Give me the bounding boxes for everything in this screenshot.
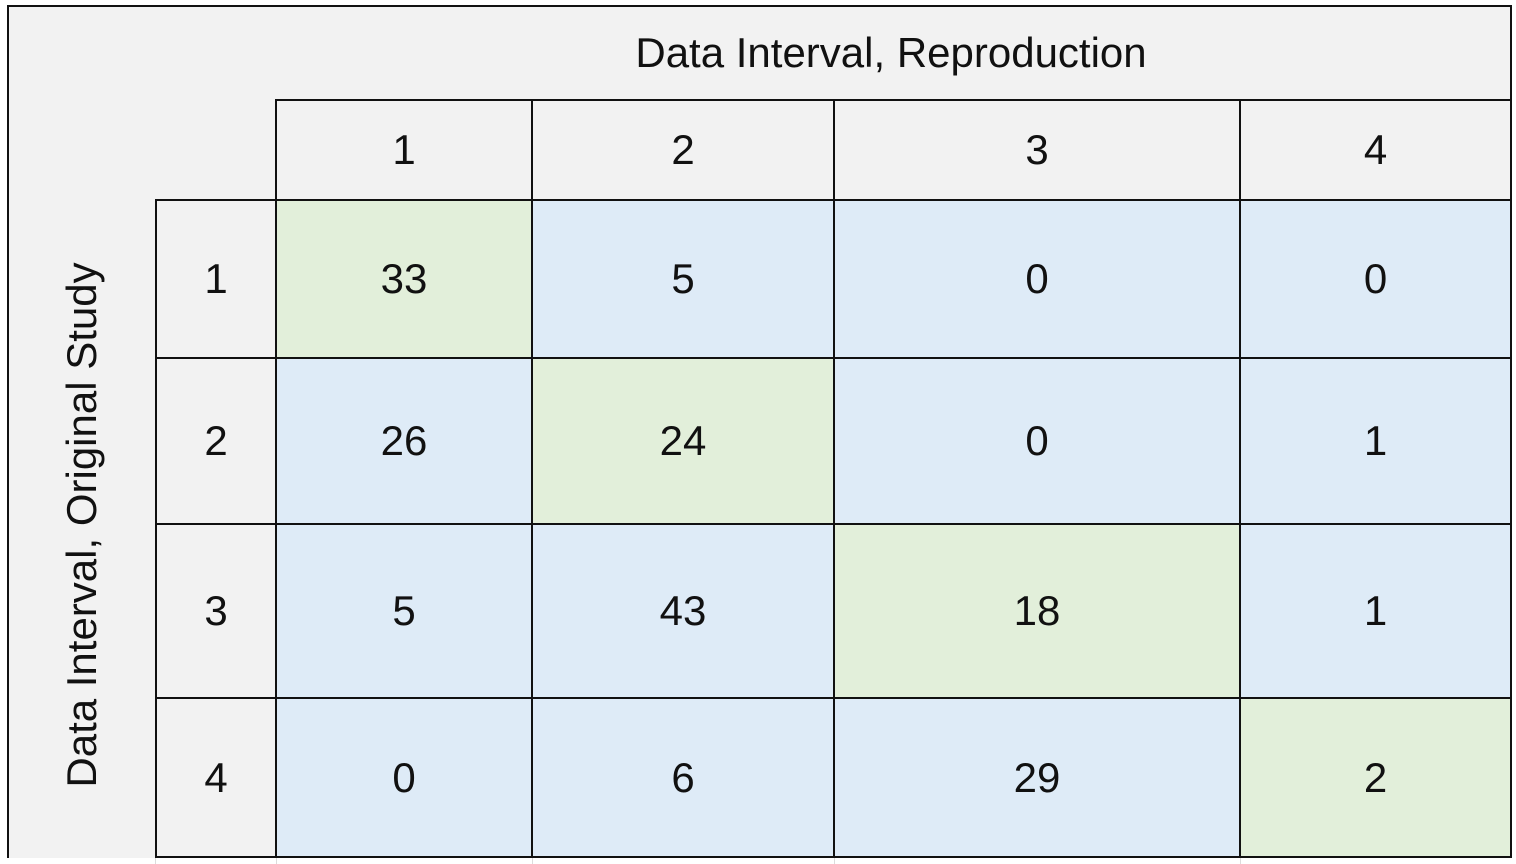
matrix-cell: 2 <box>1241 699 1512 858</box>
sheet-gridline <box>155 858 156 864</box>
sheet-gridline <box>532 858 533 864</box>
column-header: 2 <box>533 101 835 201</box>
sheet-gridline <box>834 858 835 864</box>
matrix-cell: 0 <box>1241 201 1512 359</box>
header-left-border <box>275 99 277 201</box>
matrix-cell: 24 <box>533 359 835 525</box>
row-header: 2 <box>157 359 277 525</box>
sheet-gridline <box>1240 858 1241 864</box>
matrix-cell: 0 <box>835 359 1241 525</box>
row-header-left-border <box>155 199 157 858</box>
matrix-cell: 1 <box>1241 525 1512 699</box>
row-header: 3 <box>157 525 277 699</box>
matrix-cell: 6 <box>533 699 835 858</box>
matrix-cell: 26 <box>277 359 533 525</box>
row-header: 1 <box>157 201 277 359</box>
row-header: 4 <box>157 699 277 858</box>
row-header-top-border <box>155 199 277 201</box>
matrix-cell: 5 <box>533 201 835 359</box>
row-axis-title: Data Interval, Original Study <box>58 262 105 788</box>
matrix-cell: 0 <box>277 699 533 858</box>
column-header: 1 <box>277 101 533 201</box>
matrix-cell: 5 <box>277 525 533 699</box>
matrix-cell: 0 <box>835 201 1241 359</box>
matrix-cell: 29 <box>835 699 1241 858</box>
matrix-cell: 33 <box>277 201 533 359</box>
column-header: 4 <box>1241 101 1512 201</box>
matrix-cell: 18 <box>835 525 1241 699</box>
matrix-cell: 43 <box>533 525 835 699</box>
sheet-gridline <box>276 858 277 864</box>
header-top-border <box>275 99 1512 101</box>
column-axis-title: Data Interval, Reproduction <box>635 29 1147 76</box>
column-header: 3 <box>835 101 1241 201</box>
matrix-cell: 1 <box>1241 359 1512 525</box>
